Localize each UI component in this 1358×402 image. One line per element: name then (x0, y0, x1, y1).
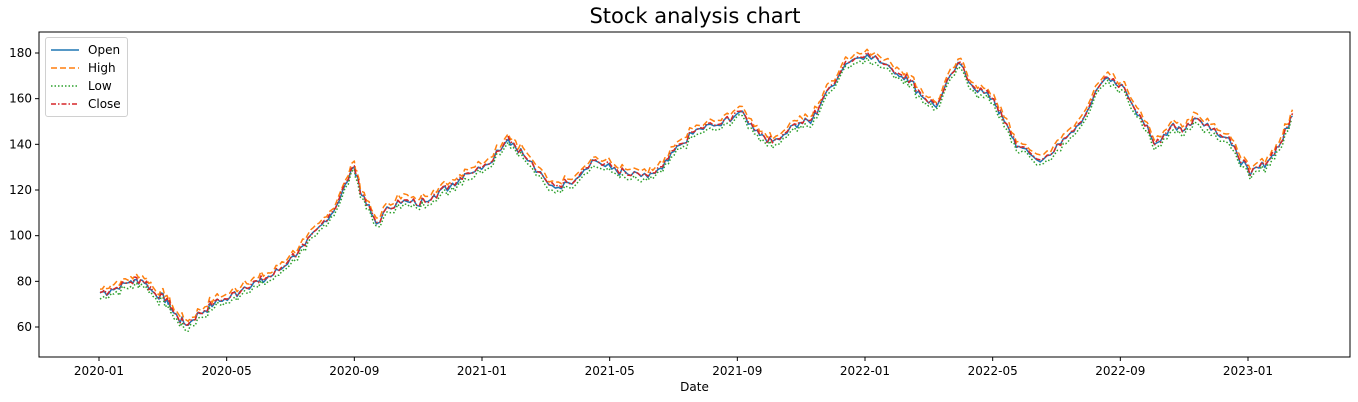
legend-swatch-icon (51, 103, 79, 105)
x-tick-label: 2022-05 (968, 364, 1018, 378)
y-tick-label: 60 (17, 320, 32, 334)
chart-title: Stock analysis chart (589, 4, 801, 28)
series-line-close (99, 51, 1294, 327)
legend-item-open: Open (51, 41, 121, 59)
x-tick-label: 2021-01 (457, 364, 507, 378)
y-tick-label: 160 (9, 92, 32, 106)
x-tick-label: 2020-09 (329, 364, 379, 378)
legend-item-high: High (51, 59, 121, 77)
series-line-open (99, 53, 1293, 326)
series-line-low (99, 57, 1294, 333)
legend: Open High Low Close (45, 37, 128, 117)
legend-swatch-icon (51, 67, 79, 69)
legend-label: Low (88, 79, 112, 93)
x-tick-label: 2021-05 (585, 364, 635, 378)
x-tick-label: 2020-01 (74, 364, 124, 378)
x-tick-label: 2021-09 (712, 364, 762, 378)
legend-item-close: Close (51, 95, 121, 113)
y-tick-label: 140 (9, 137, 32, 151)
legend-label: Open (88, 43, 121, 57)
y-tick-label: 80 (17, 274, 32, 288)
axes-frame (38, 31, 1351, 358)
x-tick-label: 2022-09 (1095, 364, 1145, 378)
y-tick-label: 100 (9, 229, 32, 243)
legend-swatch-icon (51, 85, 79, 87)
legend-swatch-icon (51, 49, 79, 51)
y-tick-label: 180 (9, 46, 32, 60)
legend-label: High (88, 61, 116, 75)
legend-label: Close (88, 97, 121, 111)
series-line-high (99, 48, 1294, 323)
x-tick-label: 2022-01 (840, 364, 890, 378)
x-axis-label: Date (680, 380, 709, 394)
x-tick-label: 2023-01 (1223, 364, 1273, 378)
y-tick-label: 120 (9, 183, 32, 197)
x-tick-label: 2020-05 (202, 364, 252, 378)
legend-item-low: Low (51, 77, 121, 95)
